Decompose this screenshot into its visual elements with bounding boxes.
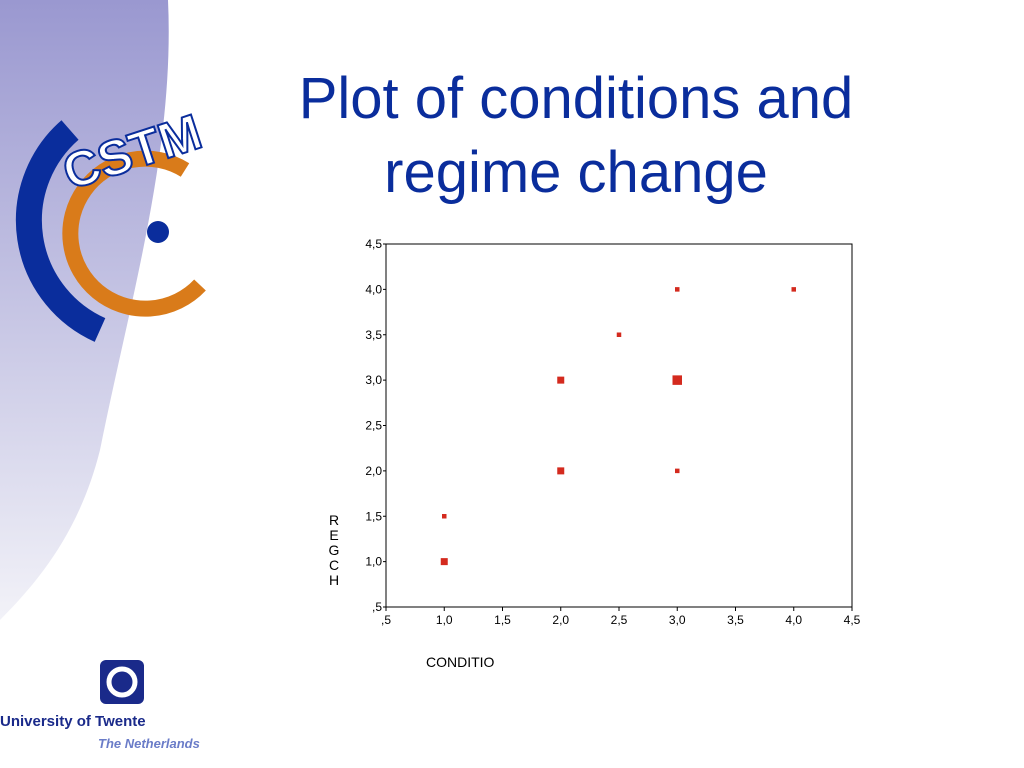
logo-dot [147,221,169,243]
x-axis-label: CONDITIO [426,654,495,670]
point [675,468,680,474]
point [440,558,448,566]
y-tick-label: 2,5 [365,419,382,433]
y-tick-label: ,5 [372,600,382,614]
x-tick-label: ,5 [381,613,391,627]
y-axis-label: REGCH [326,512,342,587]
y-tick-label: 1,0 [365,555,382,569]
point [675,287,680,292]
x-tick-label: 1,5 [494,613,511,627]
point [672,375,682,385]
y-tick-label: 4,0 [365,282,382,296]
ut-logo-ring [106,666,138,698]
chart-title: Plot of conditions and regime change [298,66,854,205]
ut-logo [100,660,144,704]
y-tick-label: 2,0 [365,464,382,478]
x-tick-label: 2,0 [552,613,569,627]
x-tick-label: 1,0 [436,613,453,627]
country: The Netherlands [98,736,200,751]
x-tick-label: 4,5 [844,613,861,627]
point [557,376,565,384]
x-tick-label: 3,5 [727,613,744,627]
point [442,514,447,519]
x-tick-label: 3,0 [669,613,686,627]
plot-area [385,243,853,608]
x-tick-label: 2,5 [611,613,628,627]
point [616,332,622,337]
y-tick-label: 3,5 [365,328,382,342]
y-tick-label: 4,5 [365,237,382,251]
x-tick-label: 4,0 [785,613,802,627]
logo-arc [15,120,106,342]
y-tick-label: 1,5 [365,509,382,523]
university: University of Twente [0,713,146,730]
logo-c [62,150,206,317]
point [791,287,796,292]
y-tick-label: 3,0 [365,373,382,387]
point [557,467,565,475]
